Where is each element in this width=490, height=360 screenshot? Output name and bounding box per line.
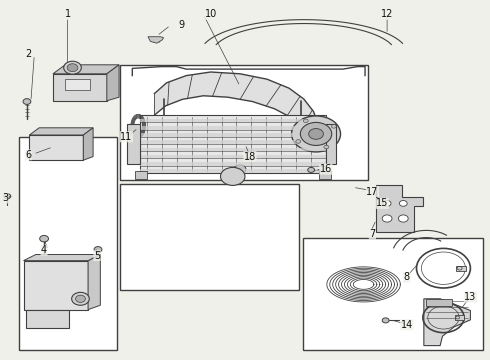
Bar [19,137,117,350]
Bar [65,79,90,90]
Text: 10: 10 [205,9,217,19]
Text: 3: 3 [2,193,8,203]
Polygon shape [424,299,470,346]
Circle shape [300,122,332,145]
Circle shape [399,201,407,206]
Polygon shape [140,140,326,144]
Circle shape [67,64,78,72]
Circle shape [309,129,323,139]
Text: 12: 12 [381,9,393,19]
Text: 2: 2 [25,49,31,59]
Circle shape [382,215,392,222]
Polygon shape [29,135,83,160]
Polygon shape [26,310,69,328]
Text: 5: 5 [94,251,100,261]
Bar [135,171,147,179]
Bar [318,171,331,179]
Text: 9: 9 [178,20,184,30]
Circle shape [64,61,81,74]
Text: 16: 16 [320,164,332,174]
Circle shape [382,318,389,323]
Polygon shape [140,169,326,173]
Text: 11: 11 [121,132,132,142]
Circle shape [296,140,301,143]
Text: 13: 13 [465,292,476,302]
Polygon shape [88,255,100,310]
Bar [326,124,336,164]
Polygon shape [140,162,326,166]
Bar [455,315,464,320]
Polygon shape [107,65,119,101]
Polygon shape [376,185,423,232]
Circle shape [72,292,89,305]
Polygon shape [53,74,107,101]
Circle shape [94,247,102,252]
Circle shape [4,194,11,199]
Circle shape [398,215,408,222]
Text: 17: 17 [366,186,379,197]
Circle shape [23,99,31,104]
Circle shape [40,235,49,242]
Bar [456,266,466,271]
Text: 8: 8 [404,272,410,282]
Polygon shape [83,128,93,160]
Polygon shape [148,37,164,43]
Polygon shape [140,155,326,158]
Text: 7: 7 [369,229,375,239]
Polygon shape [24,261,88,310]
Text: 6: 6 [25,150,31,160]
Text: 4: 4 [41,245,47,255]
Text: 1: 1 [65,9,71,19]
Circle shape [324,145,329,149]
Text: 14: 14 [401,320,413,330]
Polygon shape [24,255,100,261]
Polygon shape [154,72,318,142]
Bar [426,299,452,306]
Polygon shape [53,65,119,74]
Bar [303,238,483,350]
Circle shape [292,116,341,152]
Circle shape [331,125,336,128]
Polygon shape [140,133,326,137]
Text: 15: 15 [376,198,389,208]
Polygon shape [140,126,326,130]
Bar [120,184,299,290]
Text: 18: 18 [244,152,256,162]
Circle shape [234,165,246,174]
Polygon shape [29,128,93,135]
Bar [120,65,368,180]
Circle shape [75,295,85,302]
Polygon shape [140,119,326,122]
Circle shape [220,167,245,185]
Bar [127,124,140,164]
Polygon shape [140,148,326,151]
Circle shape [303,119,308,123]
Circle shape [308,167,315,172]
Bar [140,115,326,173]
Circle shape [383,201,391,206]
